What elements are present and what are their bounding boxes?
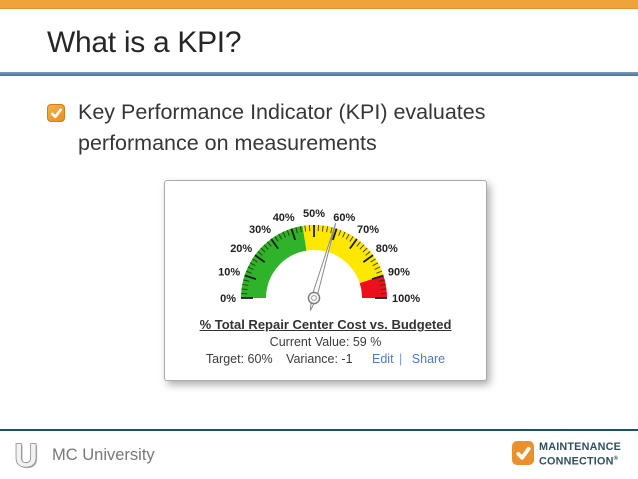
- brand-wordmark: MAINTENANCE CONNECTION®: [539, 441, 621, 468]
- svg-text:U: U: [15, 438, 38, 474]
- svg-text:70%: 70%: [356, 224, 378, 236]
- svg-text:10%: 10%: [218, 267, 240, 279]
- svg-text:60%: 60%: [333, 212, 355, 224]
- maintenance-connection-logo: MAINTENANCE CONNECTION®: [512, 441, 621, 468]
- kpi-gauge-widget: 0% 10% 20% 30% 40% 50% 60% 70% 80% 90% 100% % Tota…: [164, 180, 487, 381]
- gauge-variance: Variance: -1: [286, 352, 353, 366]
- bullet-line-2: performance on measurements: [78, 131, 377, 155]
- svg-text:50%: 50%: [302, 208, 324, 220]
- share-link[interactable]: Share: [411, 352, 446, 366]
- brand-line-2: CONNECTION®: [539, 455, 619, 468]
- page-title: What is a KPI?: [47, 26, 242, 59]
- edit-link[interactable]: Edit: [372, 352, 394, 366]
- checkmark-logo-icon: [512, 441, 534, 465]
- svg-text:100%: 100%: [392, 293, 420, 305]
- brand-line-1: MAINTENANCE: [539, 441, 621, 453]
- gauge-chart: 0% 10% 20% 30%40% 50% 60%70% 80% 90% 100%: [218, 208, 420, 311]
- svg-text:30%: 30%: [249, 224, 271, 236]
- mc-university-logo-icon: U U: [14, 437, 39, 474]
- gauge-target: Target: 60%: [205, 352, 273, 366]
- gauge-title: % Total Repair Center Cost vs. Budgeted: [199, 317, 452, 332]
- footer-text: MC University: [52, 445, 155, 464]
- checkbox-bullet-icon: [47, 104, 65, 122]
- top-accent-bar: [0, 0, 638, 9]
- svg-text:U: U: [16, 439, 39, 474]
- link-separator: |: [399, 352, 403, 366]
- footer-divider: [0, 429, 638, 431]
- gauge-current-value: Current Value: 59 %: [269, 335, 382, 349]
- svg-text:0%: 0%: [220, 293, 236, 305]
- svg-text:90%: 90%: [387, 267, 409, 279]
- bullet-item: Key Performance Indicator (KPI) evaluate…: [47, 97, 486, 159]
- bullet-text: Key Performance Indicator (KPI) evaluate…: [78, 97, 486, 159]
- footer-left: U U MC University: [11, 436, 155, 474]
- bullet-line-1: Key Performance Indicator (KPI) evaluate…: [78, 100, 486, 124]
- svg-text:40%: 40%: [272, 212, 294, 224]
- svg-text:80%: 80%: [375, 243, 397, 255]
- gauge-meta-row: Target: 60% Variance: -1 Edit | Share: [165, 352, 486, 366]
- svg-text:20%: 20%: [230, 243, 252, 255]
- title-underline: [0, 72, 638, 76]
- registered-mark: ®: [613, 455, 619, 462]
